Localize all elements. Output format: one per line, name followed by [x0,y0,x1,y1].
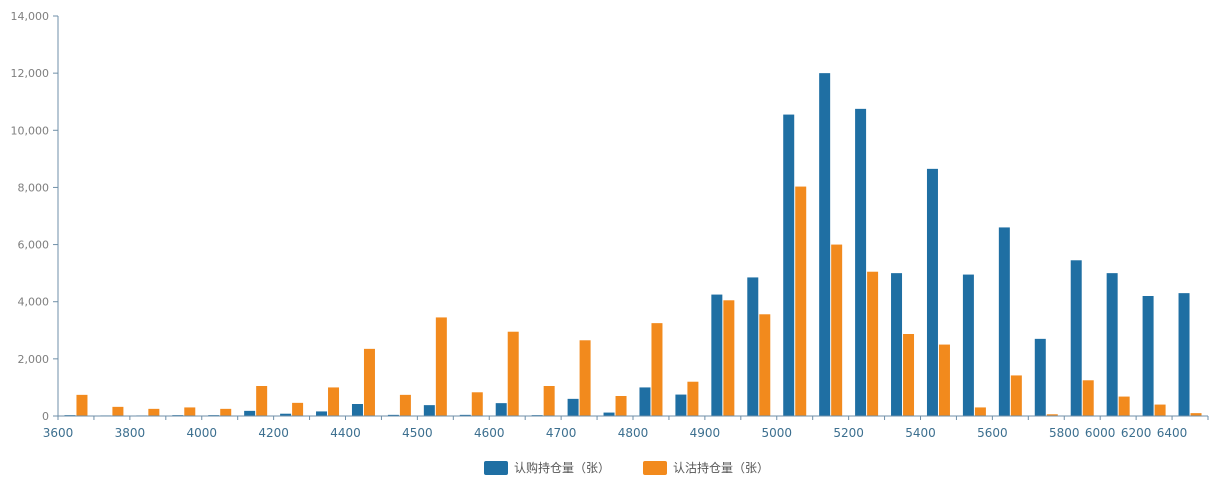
call-open-interest-bar [316,411,328,416]
call-open-interest-bar [495,403,507,416]
call-open-interest-bar [891,273,903,416]
x-tick-label: 4700 [546,426,577,440]
x-tick-label: 5400 [905,426,936,440]
put-open-interest-bar [867,271,879,416]
call-open-interest-bar [998,227,1010,416]
put-open-interest-bar [974,407,986,416]
y-tick-label: 10,000 [11,124,50,137]
call-open-interest-bar [783,114,795,417]
put-open-interest-bar [471,392,483,416]
put-open-interest-bar [112,406,124,416]
call-open-interest-bar [567,398,579,416]
call-open-interest-bar [855,108,867,416]
y-tick-label: 0 [42,410,49,423]
put-open-interest-bar [903,334,915,416]
put-open-interest-bar [399,394,411,416]
x-tick-label: 5800 [1049,426,1080,440]
x-tick-label: 5000 [761,426,792,440]
call-open-interest-bar [819,73,831,417]
call-open-interest-bar [639,387,651,416]
call-open-interest-bar [459,414,471,416]
x-tick-label: 6400 [1157,426,1188,440]
x-tick-label: 6000 [1085,426,1116,440]
call-open-interest-bar [351,404,363,416]
call-open-interest-bar [1070,260,1082,416]
put-open-interest-bar [543,386,555,416]
put-open-interest-bar [795,186,807,416]
put-open-interest-bar [938,344,950,416]
put-open-interest-bar [1046,414,1058,416]
put-open-interest-bar [687,381,699,416]
put-open-interest-bar [759,314,771,416]
put-open-interest-bar [1010,375,1022,416]
x-tick-label: 4800 [618,426,649,440]
y-tick-label: 14,000 [11,10,50,23]
x-tick-label: 3600 [43,426,74,440]
x-tick-label: 5600 [977,426,1008,440]
x-tick-label: 3800 [115,426,146,440]
put-open-interest-bar [363,348,375,416]
put-open-interest-bar [651,323,663,416]
put-open-interest-bar [1082,380,1094,416]
put-open-interest-bar [148,408,160,416]
put-open-interest-bar [579,340,591,416]
x-tick-label: 4400 [330,426,361,440]
put-open-interest-bar [615,396,627,416]
call-open-interest-bar [423,405,435,416]
put-open-interest-bar [220,408,232,416]
call-open-interest-bar [387,414,399,416]
put-open-interest-bar [1190,413,1202,416]
put-open-interest-bar [76,394,88,416]
legend-put-swatch[interactable] [643,461,667,475]
call-open-interest-bar [1106,273,1118,416]
put-open-interest-bar [507,331,519,416]
call-open-interest-bar [675,394,687,416]
y-tick-label: 8,000 [18,181,50,194]
call-open-interest-bar [962,274,974,416]
x-tick-label: 6200 [1121,426,1152,440]
call-open-interest-bar [244,410,256,416]
y-tick-label: 2,000 [18,353,50,366]
legend-call-label[interactable]: 认购持仓量（张） [514,460,610,475]
x-tick-label: 4000 [186,426,217,440]
call-open-interest-bar [1178,293,1190,416]
y-tick-label: 6,000 [18,239,50,252]
put-open-interest-bar [292,402,304,416]
put-open-interest-bar [723,300,735,416]
call-open-interest-bar [711,294,723,416]
x-tick-label: 4900 [690,426,721,440]
call-open-interest-bar [1142,296,1154,416]
legend-put-label[interactable]: 认沽持仓量（张） [673,460,769,475]
x-tick-label: 4500 [402,426,433,440]
put-open-interest-bar [1118,396,1130,416]
y-tick-label: 12,000 [11,67,50,80]
legend-call-swatch[interactable] [484,461,508,475]
call-open-interest-bar [603,412,615,416]
put-open-interest-bar [831,244,843,416]
x-tick-label: 4200 [258,426,289,440]
x-tick-label: 4600 [474,426,505,440]
call-open-interest-bar [1034,338,1046,416]
y-tick-label: 4,000 [18,296,50,309]
put-open-interest-bar [1154,404,1166,416]
put-open-interest-bar [184,407,196,416]
put-open-interest-bar [328,387,340,416]
x-tick-label: 5200 [833,426,864,440]
call-open-interest-bar [747,277,759,416]
call-open-interest-bar [926,168,938,416]
put-open-interest-bar [435,317,447,416]
put-open-interest-bar [256,386,268,416]
call-open-interest-bar [280,413,292,416]
